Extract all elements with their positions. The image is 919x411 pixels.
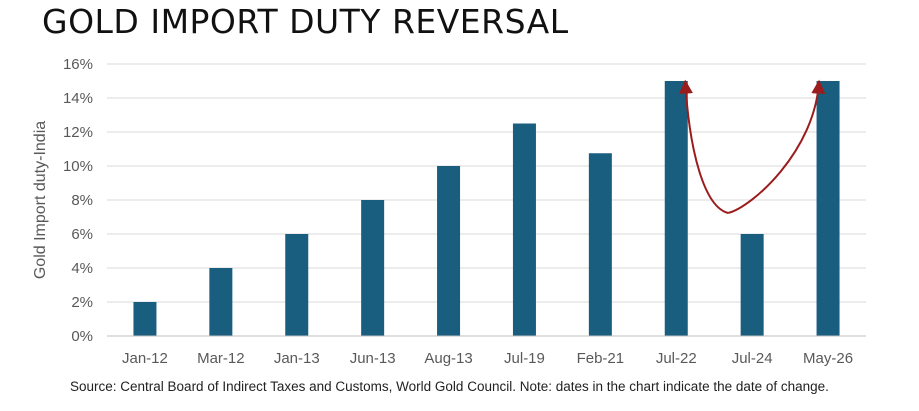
y-axis-label: Gold Import duty-India — [32, 121, 49, 279]
x-tick-label: Jul-24 — [732, 350, 773, 367]
bars — [133, 81, 840, 336]
chart-title: GOLD IMPORT DUTY REVERSAL — [42, 2, 569, 41]
x-tick-label: Jan-12 — [122, 350, 168, 367]
x-tick-label: Jun-13 — [350, 350, 396, 367]
x-tick-label: Jan-13 — [274, 350, 320, 367]
y-tick-label: 4% — [71, 260, 93, 277]
bar — [740, 234, 764, 336]
x-tick-label: Feb-21 — [577, 350, 625, 367]
bar — [361, 200, 385, 336]
y-axis: 0% 2% 4% 6% 8% 10% 12% 14% 16% — [63, 56, 93, 345]
bar — [133, 302, 157, 336]
y-tick-label: 8% — [71, 192, 93, 209]
gridlines — [107, 63, 866, 303]
x-axis: Jan-12 Mar-12 Jan-13 Jun-13 Aug-13 Jul-19 Feb-… — [107, 335, 866, 367]
source-note: Source: Central Board of Indirect Taxes … — [70, 379, 829, 394]
bar — [285, 234, 309, 336]
x-tick-label: May-26 — [803, 350, 853, 367]
x-tick-label: Mar-12 — [197, 350, 245, 367]
x-tick-label: Jul-22 — [656, 350, 697, 367]
reversal-arrow-right — [727, 79, 826, 214]
y-tick-label: 0% — [71, 328, 93, 345]
bar — [664, 81, 688, 336]
bar — [512, 123, 536, 336]
y-tick-label: 14% — [63, 90, 93, 107]
y-tick-label: 2% — [71, 294, 93, 311]
y-tick-label: 16% — [63, 56, 93, 73]
bar — [588, 153, 612, 336]
bar — [209, 268, 233, 336]
y-tick-label: 12% — [63, 124, 93, 141]
y-tick-label: 6% — [71, 226, 93, 243]
x-tick-label: Aug-13 — [424, 350, 472, 367]
y-tick-label: 10% — [63, 158, 93, 175]
bar — [437, 166, 461, 336]
reversal-arrow-left — [678, 79, 729, 214]
bar — [816, 81, 840, 336]
annotations — [678, 79, 826, 214]
x-tick-label: Jul-19 — [504, 350, 545, 367]
